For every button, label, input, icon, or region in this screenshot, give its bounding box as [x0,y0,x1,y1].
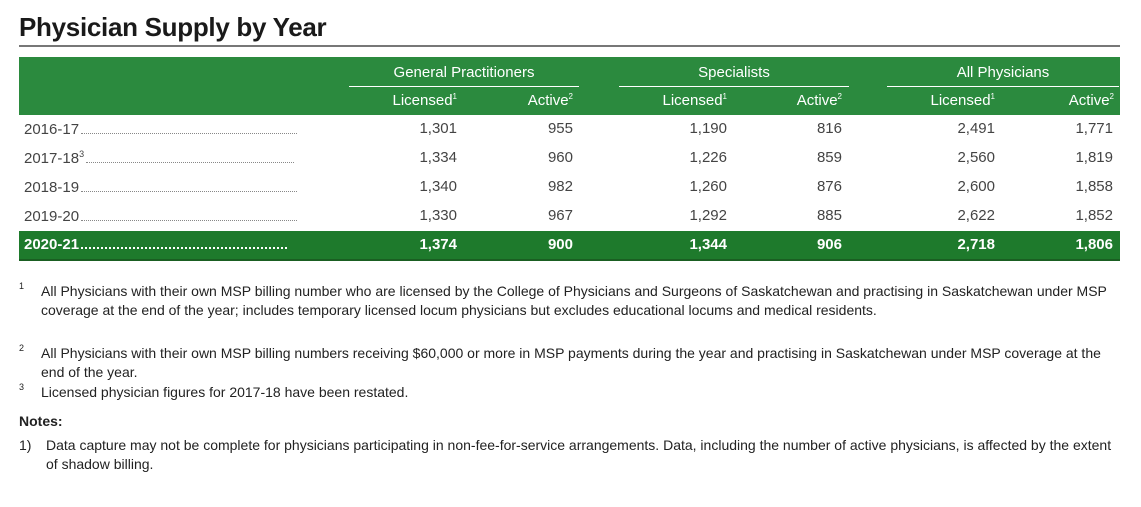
cell-all-licensed: 2,560 [957,149,995,166]
footnote-1: 1 All Physicians with their own MSP bill… [19,281,1121,320]
table-row: 2017-183 1,334 960 1,226 859 2,560 1,819 [19,144,1120,173]
table-row-total: 2020-21 1,374 900 1,344 906 2,718 1,806 [19,231,1120,259]
cell-spec-active: 906 [816,236,842,253]
col-header-spec-licensed: Licensed1 [662,92,728,109]
table-header: General Practitioners Specialists All Ph… [19,57,1120,115]
physician-supply-table: General Practitioners Specialists All Ph… [19,57,1120,261]
group-underline-all [887,86,1119,87]
cell-spec-licensed: 1,190 [689,120,727,137]
footnote-mark: 1 [19,281,25,291]
cell-all-active: 1,852 [1075,207,1113,224]
group-underline-gp [349,86,579,87]
cell-gp-active: 960 [547,149,573,166]
cell-gp-licensed: 1,340 [419,178,457,195]
cell-spec-active: 816 [816,120,842,137]
notes-heading: Notes: [19,413,63,429]
col-header-spec-active: Active2 [796,92,842,109]
col-header-all-active: Active2 [1068,92,1114,109]
table-row: 2018-19 1,340 982 1,260 876 2,600 1,858 [19,173,1120,202]
col-header-gp-active: Active2 [527,92,573,109]
row-year: 2019-20 [24,207,298,225]
cell-all-licensed: 2,491 [957,120,995,137]
group-header-all: All Physicians [956,64,1050,81]
cell-gp-licensed: 1,334 [419,149,457,166]
cell-all-active: 1,819 [1075,149,1113,166]
row-year: 2017-183 [24,149,295,167]
cell-all-active: 1,771 [1075,120,1113,137]
row-year: 2020-21 [24,236,288,253]
footnote-mark: 3 [19,382,25,392]
cell-all-licensed: 2,600 [957,178,995,195]
cell-spec-active: 876 [816,178,842,195]
table-bottom-rule [19,259,1120,261]
group-underline-specialists [619,86,849,87]
page-title: Physician Supply by Year [19,12,327,42]
cell-all-active: 1,806 [1075,236,1113,253]
cell-gp-active: 967 [547,207,573,224]
cell-gp-active: 955 [547,120,573,137]
table-row: 2016-17 1,301 955 1,190 816 2,491 1,771 [19,115,1120,144]
cell-spec-active: 859 [816,149,842,166]
footnote-2: 2 All Physicians with their own MSP bill… [19,343,1121,382]
cell-all-licensed: 2,622 [957,207,995,224]
cell-all-active: 1,858 [1075,178,1113,195]
table-row: 2019-20 1,330 967 1,292 885 2,622 1,852 [19,202,1120,231]
title-divider [19,45,1120,47]
row-year: 2018-19 [24,178,298,196]
footnote-text: All Physicians with their own MSP billin… [41,345,1101,380]
footnote-text: All Physicians with their own MSP billin… [41,283,1107,318]
cell-gp-licensed: 1,330 [419,207,457,224]
cell-all-licensed: 2,718 [957,236,995,253]
note-1: 1) Data capture may not be complete for … [19,436,1121,474]
cell-gp-active: 900 [547,236,573,253]
cell-gp-licensed: 1,301 [419,120,457,137]
group-header-specialists: Specialists [698,64,770,81]
footnote-mark: 2 [19,343,25,353]
cell-spec-licensed: 1,292 [689,207,727,224]
footnote-text: Licensed physician figures for 2017-18 h… [41,384,409,400]
row-year: 2016-17 [24,120,298,138]
note-mark: 1) [19,437,32,453]
col-header-all-licensed: Licensed1 [930,92,996,109]
footnote-3: 3 Licensed physician figures for 2017-18… [19,382,1121,402]
cell-spec-licensed: 1,226 [689,149,727,166]
cell-spec-licensed: 1,260 [689,178,727,195]
cell-gp-licensed: 1,374 [419,236,457,253]
col-header-gp-licensed: Licensed1 [392,92,458,109]
cell-spec-licensed: 1,344 [689,236,727,253]
cell-spec-active: 885 [816,207,842,224]
group-header-gp: General Practitioners [393,64,535,81]
note-text: Data capture may not be complete for phy… [46,437,1112,472]
cell-gp-active: 982 [547,178,573,195]
